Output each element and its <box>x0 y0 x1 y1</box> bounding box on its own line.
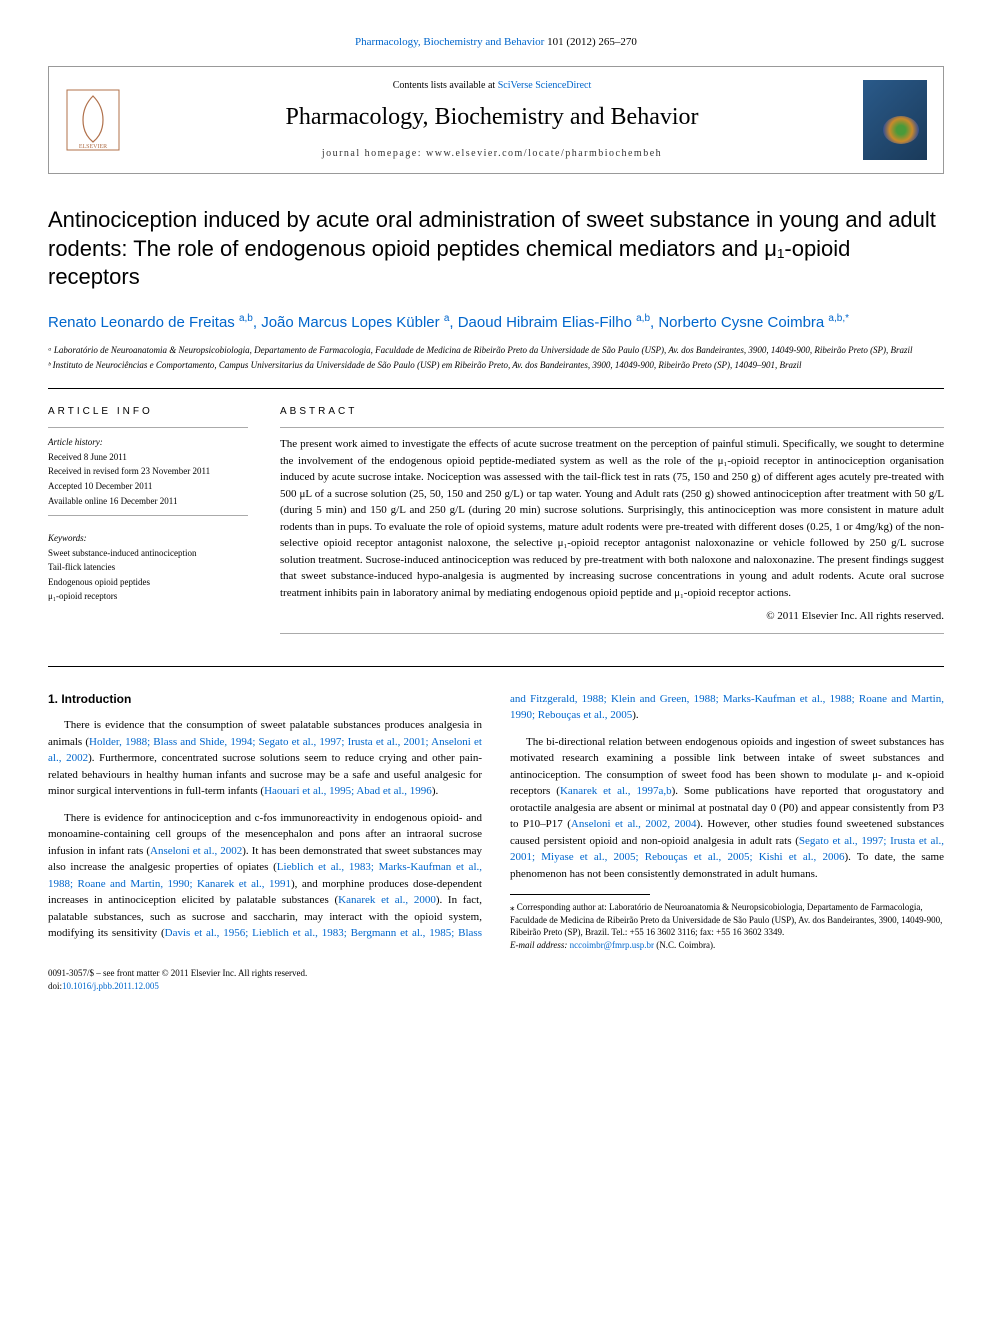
author-link[interactable]: , Daoud Hibraim Elias-Filho <box>449 314 636 331</box>
bottom-bar: 0091-3057/$ – see front matter © 2011 El… <box>48 967 944 992</box>
info-abstract-row: ARTICLE INFO Article history: Received 8… <box>48 405 944 641</box>
doi-link[interactable]: 10.1016/j.pbb.2011.12.005 <box>62 981 159 991</box>
issn-copyright: 0091-3057/$ – see front matter © 2011 El… <box>48 967 944 980</box>
authors-line: Renato Leonardo de Freitas a,b, João Mar… <box>48 312 944 333</box>
citation-link[interactable]: Haouari et al., 1995; Abad et al., 1996 <box>264 785 432 797</box>
doi-line: doi:10.1016/j.pbb.2011.12.005 <box>48 980 944 993</box>
history-item: Received 8 June 2011 <box>48 451 248 464</box>
divider <box>280 427 944 428</box>
abstract-block: ABSTRACT The present work aimed to inves… <box>280 405 944 641</box>
history-item: Available online 16 December 2011 <box>48 495 248 508</box>
section-heading-intro: 1. Introduction <box>48 691 482 708</box>
header-center: Contents lists available at SciVerse Sci… <box>121 79 863 161</box>
top-citation: Pharmacology, Biochemistry and Behavior … <box>48 32 944 50</box>
author-aff-link[interactable]: a,b <box>636 313 650 324</box>
divider <box>48 388 944 389</box>
author-aff-link[interactable]: a,b <box>239 313 253 324</box>
keyword: Endogenous opioid peptides <box>48 576 248 589</box>
corresponding-author-note: ⁎ Corresponding author at: Laboratório d… <box>510 901 944 939</box>
journal-link[interactable]: Pharmacology, Biochemistry and Behavior <box>355 36 544 48</box>
history-item: Accepted 10 December 2011 <box>48 480 248 493</box>
affiliation-b: ᵇ Instituto de Neurociências e Comportam… <box>48 360 944 372</box>
citation-link[interactable]: Anseloni et al., 2002, 2004 <box>571 818 697 830</box>
keyword: Tail-flick latencies <box>48 561 248 574</box>
divider <box>280 633 944 634</box>
journal-cover-thumb <box>863 80 927 160</box>
citation-link[interactable]: Anseloni et al., 2002 <box>150 845 242 857</box>
header-box: ELSEVIER Contents lists available at Sci… <box>48 66 944 174</box>
scidirect-link[interactable]: SciVerse ScienceDirect <box>498 80 592 91</box>
keywords-label: Keywords: <box>48 532 248 545</box>
author-link[interactable]: Renato Leonardo de Freitas <box>48 314 239 331</box>
article-info-heading: ARTICLE INFO <box>48 405 248 419</box>
abstract-text: The present work aimed to investigate th… <box>280 436 944 601</box>
author-link[interactable]: , João Marcus Lopes Kübler <box>253 314 444 331</box>
keywords-block: Keywords: Sweet substance-induced antino… <box>48 532 248 603</box>
citation-link[interactable]: Kanarek et al., 1997a,b <box>560 785 672 797</box>
history-item: Received in revised form 23 November 201… <box>48 465 248 478</box>
keyword: μ₁-opioid receptors <box>48 590 248 603</box>
abstract-copyright: © 2011 Elsevier Inc. All rights reserved… <box>280 609 944 624</box>
svg-text:ELSEVIER: ELSEVIER <box>79 144 107 150</box>
author-aff-link[interactable]: a,b,* <box>828 313 849 324</box>
footnote-block: ⁎ Corresponding author at: Laboratório d… <box>510 894 944 951</box>
citation-link[interactable]: Kanarek et al., 2000 <box>338 894 436 906</box>
body-columns: 1. Introduction There is evidence that t… <box>48 691 944 952</box>
article-info-block: ARTICLE INFO Article history: Received 8… <box>48 405 248 641</box>
abstract-heading: ABSTRACT <box>280 405 944 419</box>
citation-text: 101 (2012) 265–270 <box>544 36 637 48</box>
divider <box>48 515 248 516</box>
divider <box>48 427 248 428</box>
footnote-separator <box>510 894 650 895</box>
history-label: Article history: <box>48 436 248 449</box>
keyword: Sweet substance-induced antinociception <box>48 547 248 560</box>
journal-homepage: journal homepage: www.elsevier.com/locat… <box>121 147 863 161</box>
email-link[interactable]: nccoimbr@fmrp.usp.br <box>570 940 654 950</box>
contents-line: Contents lists available at SciVerse Sci… <box>121 79 863 93</box>
body-paragraph: The bi-directional relation between endo… <box>510 734 944 883</box>
author-link[interactable]: , Norberto Cysne Coimbra <box>650 314 828 331</box>
elsevier-logo: ELSEVIER <box>65 88 121 152</box>
email-line: E-mail address: nccoimbr@fmrp.usp.br (N.… <box>510 939 944 952</box>
affiliation-a: ᵃ Laboratório de Neuroanatomia & Neurops… <box>48 345 944 357</box>
divider <box>48 666 944 667</box>
journal-name: Pharmacology, Biochemistry and Behavior <box>121 101 863 135</box>
article-title: Antinociception induced by acute oral ad… <box>48 206 944 292</box>
body-paragraph: There is evidence that the consumption o… <box>48 717 482 800</box>
